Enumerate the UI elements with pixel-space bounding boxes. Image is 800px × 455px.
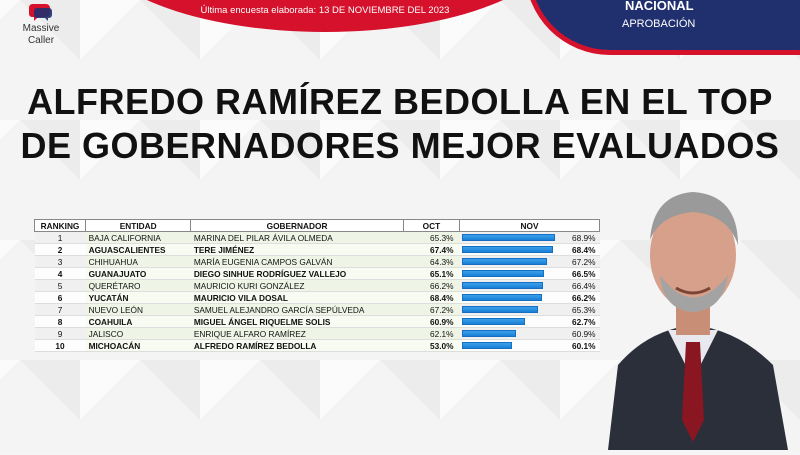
- nov-value: 68.4%: [571, 245, 596, 255]
- logo-text-line2: Caller: [27, 35, 55, 46]
- oct-cell: 66.2%: [403, 279, 460, 292]
- table-row: 10 MICHOACÁN ALFREDO RAMÍREZ BEDOLLA 53.0% 6…: [34, 339, 600, 352]
- approval-bar: [461, 282, 544, 289]
- entidad-cell: MICHOACÁN: [85, 339, 191, 352]
- oct-cell: 67.2%: [403, 303, 460, 316]
- gobernador-cell: ENRIQUE ALFARO RAMÍREZ: [190, 327, 404, 340]
- rank-cell: 10: [34, 339, 86, 352]
- table-row: 6 YUCATÁN MAURICIO VILA DOSAL 68.4% 66.2%: [34, 291, 600, 304]
- nov-value: 67.2%: [571, 257, 596, 267]
- entidad-cell: COAHUILA: [85, 315, 191, 328]
- rank-cell: 4: [34, 267, 86, 280]
- headline-line2: DE GOBERNADORES MEJOR EVALUADOS: [20, 125, 780, 166]
- nov-cell: 60.9%: [459, 327, 600, 340]
- entidad-cell: YUCATÁN: [85, 291, 191, 304]
- logo-text-line1: Massive: [22, 23, 60, 34]
- table-row: 4 GUANAJUATO DIEGO SINHUE RODRÍGUEZ VALLEJ…: [34, 267, 600, 280]
- nov-cell: 68.4%: [459, 243, 600, 256]
- table-row: 8 COAHUILA MIGUEL ÁNGEL RIQUELME SOLIS 60.9…: [34, 315, 600, 328]
- speech-bubble-icon: [28, 2, 53, 22]
- nov-cell: 65.3%: [459, 303, 600, 316]
- rank-cell: 7: [34, 303, 86, 316]
- gobernador-cell: MAURICIO VILA DOSAL: [190, 291, 404, 304]
- entidad-cell: QUERÉTARO: [85, 279, 191, 292]
- table-header-row: RANKING ENTIDAD GOBERNADOR OCT NOV: [33, 219, 600, 232]
- massive-caller-logo: Massive Caller: [12, 2, 70, 48]
- oct-cell: 53.0%: [403, 339, 460, 352]
- nov-cell: 66.4%: [459, 279, 600, 292]
- nov-value: 65.3%: [571, 305, 596, 315]
- oct-cell: 60.9%: [403, 315, 460, 328]
- nov-value: 66.2%: [571, 293, 596, 303]
- approval-bar: [461, 270, 544, 277]
- entidad-cell: CHIHUAHUA: [85, 255, 191, 268]
- oct-cell: 65.3%: [403, 231, 460, 244]
- headline-line1: ALFREDO RAMÍREZ BEDOLLA EN EL TOP: [27, 81, 773, 122]
- table-row: 5 QUERÉTARO MAURICIO KURI GONZÁLEZ 66.2% 66.…: [34, 279, 600, 292]
- column-header-ranking: RANKING: [33, 219, 87, 232]
- gobernador-cell: MAURICIO KURI GONZÁLEZ: [190, 279, 404, 292]
- nov-value: 60.1%: [571, 341, 596, 351]
- table-row: 2 AGUASCALIENTES TERE JIMÉNEZ 67.4% 68.4%: [34, 243, 600, 256]
- gobernador-cell: MARÍA EUGENIA CAMPOS GALVÁN: [190, 255, 404, 268]
- ranking-table: RANKING ENTIDAD GOBERNADOR OCT NOV 1 BAJA…: [33, 219, 600, 352]
- column-header-nov: NOV: [459, 219, 600, 232]
- rank-cell: 9: [34, 327, 86, 340]
- approval-bar: [461, 318, 526, 325]
- oct-cell: 68.4%: [403, 291, 460, 304]
- nov-value: 60.9%: [571, 329, 596, 339]
- survey-date: Última encuesta elaborada: 13 DE NOVIEMB…: [200, 5, 450, 16]
- approval-bar: [461, 294, 543, 301]
- gobernador-cell: ALFREDO RAMÍREZ BEDOLLA: [190, 339, 404, 352]
- badge-subtitle: APROBACIÓN: [622, 18, 696, 30]
- nov-value: 66.5%: [571, 269, 596, 279]
- table-row: 1 BAJA CALIFORNIA MARINA DEL PILAR ÁVILA O…: [34, 231, 600, 244]
- nov-cell: 66.2%: [459, 291, 600, 304]
- nov-cell: 60.1%: [459, 339, 600, 352]
- entidad-cell: GUANAJUATO: [85, 267, 191, 280]
- approval-bar: [461, 258, 547, 265]
- table-row: 3 CHIHUAHUA MARÍA EUGENIA CAMPOS GALVÁN 64.…: [34, 255, 600, 268]
- gobernador-cell: TERE JIMÉNEZ: [190, 243, 404, 256]
- gobernador-cell: MIGUEL ÁNGEL RIQUELME SOLIS: [190, 315, 404, 328]
- column-header-oct: OCT: [402, 219, 461, 232]
- gobernador-cell: SAMUEL ALEJANDRO GARCÍA SEPÚLVEDA: [190, 303, 404, 316]
- rank-cell: 2: [34, 243, 86, 256]
- oct-cell: 64.3%: [403, 255, 460, 268]
- gobernador-cell: DIEGO SINHUE RODRÍGUEZ VALLEJO: [190, 267, 404, 280]
- entidad-cell: BAJA CALIFORNIA: [85, 231, 191, 244]
- column-header-gobernador: GOBERNADOR: [190, 219, 404, 232]
- entidad-cell: NUEVO LEÓN: [85, 303, 191, 316]
- nov-value: 62.7%: [571, 317, 596, 327]
- oct-cell: 67.4%: [403, 243, 460, 256]
- nov-value: 66.4%: [571, 281, 596, 291]
- rank-cell: 8: [34, 315, 86, 328]
- oct-cell: 62.1%: [403, 327, 460, 340]
- badge-title: NACIONAL: [625, 0, 694, 13]
- table-row: 7 NUEVO LEÓN SAMUEL ALEJANDRO GARCÍA SEPÚL…: [34, 303, 600, 316]
- approval-bar: [461, 342, 513, 349]
- rank-cell: 1: [34, 231, 86, 244]
- nov-cell: 67.2%: [459, 255, 600, 268]
- approval-bar: [461, 306, 538, 313]
- nov-cell: 66.5%: [459, 267, 600, 280]
- nov-value: 68.9%: [571, 233, 596, 243]
- nov-cell: 68.9%: [459, 231, 600, 244]
- table-row: 9 JALISCO ENRIQUE ALFARO RAMÍREZ 62.1% 60.9%: [34, 327, 600, 340]
- column-header-entidad: ENTIDAD: [85, 219, 192, 232]
- headline: ALFREDO RAMÍREZ BEDOLLA EN EL TOP DE GOB…: [0, 80, 800, 168]
- nov-cell: 62.7%: [459, 315, 600, 328]
- approval-bar: [461, 234, 556, 241]
- rank-cell: 3: [34, 255, 86, 268]
- approval-bar: [461, 330, 517, 337]
- rank-cell: 6: [34, 291, 86, 304]
- rank-cell: 5: [34, 279, 86, 292]
- governor-portrait: [588, 180, 800, 450]
- entidad-cell: AGUASCALIENTES: [85, 243, 191, 256]
- gobernador-cell: MARINA DEL PILAR ÁVILA OLMEDA: [190, 231, 404, 244]
- entidad-cell: JALISCO: [85, 327, 191, 340]
- approval-bar: [461, 246, 553, 253]
- oct-cell: 65.1%: [403, 267, 460, 280]
